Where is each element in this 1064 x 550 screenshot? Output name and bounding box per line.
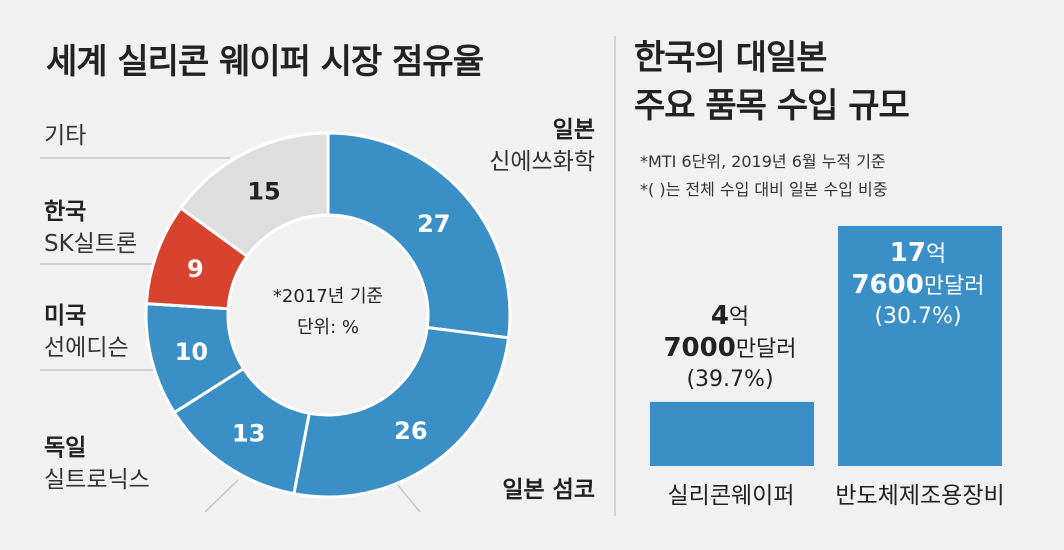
bar-chart-title: 한국의 대일본 주요 품목 수입 규모 <box>634 34 910 130</box>
label-usa-company: 선에디슨 <box>44 335 129 361</box>
bar-0 <box>650 401 814 466</box>
donut-value-1: 26 <box>394 417 427 445</box>
bar-note-1: *MTI 6단위, 2019년 6월 누적 기준 <box>640 152 886 171</box>
panel-divider <box>614 36 616 516</box>
label-shinetsu-country: 일본 <box>552 117 595 143</box>
donut-value-5: 15 <box>247 177 280 205</box>
bar-equip-unit2: 만달러 <box>923 274 985 299</box>
leader-lines <box>40 157 421 513</box>
donut-slice-1 <box>292 325 511 499</box>
label-others-name: 기타 <box>44 123 87 149</box>
bar-wafer-share: (39.7%) <box>686 367 774 392</box>
bars <box>650 226 1002 466</box>
label-sumco-name: 일본 섬코 <box>502 477 595 503</box>
label-germany-company: 실트로닉스 <box>44 467 150 493</box>
label-korea-country: 한국 <box>44 199 87 225</box>
bar-wafer-num2: 7000 <box>663 333 736 363</box>
bar-wafer-unit2: 만달러 <box>735 337 797 362</box>
label-usa: 미국 선에디슨 <box>44 300 129 364</box>
donut-note-line-1: *2017년 기준 <box>273 286 383 307</box>
leader-line-3 <box>204 479 239 513</box>
label-sumco: 일본 섬코 <box>470 474 595 506</box>
bar-category-wafer: 실리콘웨이퍼 <box>667 483 795 509</box>
donut-value-3: 10 <box>175 338 208 366</box>
donut-value-labels: 27 26 13 10 9 15 <box>175 177 451 447</box>
label-shinetsu: 일본 신에쓰화학 <box>475 114 595 178</box>
bar-note-2: *( )는 전체 수입 대비 일본 수입 비중 <box>640 180 888 199</box>
bar-value-label-equipment: 17억 7600만달러 (30.7%) <box>836 238 1000 332</box>
donut-value-4: 9 <box>187 255 204 283</box>
donut-note-line-2: 단위: % <box>297 317 359 338</box>
bar-equip-unit1: 억 <box>925 242 947 267</box>
donut-chart: 27 26 13 10 9 15 *2017년 기준 단위: % <box>40 131 512 513</box>
donut-value-2: 13 <box>232 420 265 448</box>
label-germany-country: 독일 <box>44 435 87 461</box>
bar-1 <box>838 226 1002 466</box>
bar-wafer-unit1: 억 <box>728 305 750 330</box>
label-usa-country: 미국 <box>44 303 87 329</box>
bar-value-label-wafer: 4억 7000만달러 (39.7%) <box>648 301 812 395</box>
bar-chart-title-line-1: 한국의 대일본 <box>634 38 828 78</box>
bar-equip-num2: 7600 <box>851 270 924 300</box>
label-others: 기타 <box>44 120 86 152</box>
donut-slices <box>144 131 512 499</box>
donut-slice-5 <box>178 131 330 259</box>
bar-category-equipment: 반도체제조용장비 <box>835 483 1005 509</box>
label-shinetsu-company: 신에쓰화학 <box>489 149 595 175</box>
donut-slice-0 <box>326 131 512 340</box>
donut-value-0: 27 <box>417 210 450 238</box>
label-korea: 한국 SK실트론 <box>44 196 137 260</box>
label-korea-company: SK실트론 <box>44 231 138 257</box>
bar-chart-title-line-2: 주요 품목 수입 규모 <box>634 86 910 126</box>
bar-wafer-num1: 4 <box>710 301 729 331</box>
bar-equip-share: (30.7%) <box>874 304 962 329</box>
donut-chart-title: 세계 실리콘 웨이퍼 시장 점유율 <box>46 42 484 82</box>
bar-equip-num1: 17 <box>889 238 926 268</box>
bar-chart <box>650 226 1002 466</box>
label-germany: 독일 실트로닉스 <box>44 432 150 496</box>
